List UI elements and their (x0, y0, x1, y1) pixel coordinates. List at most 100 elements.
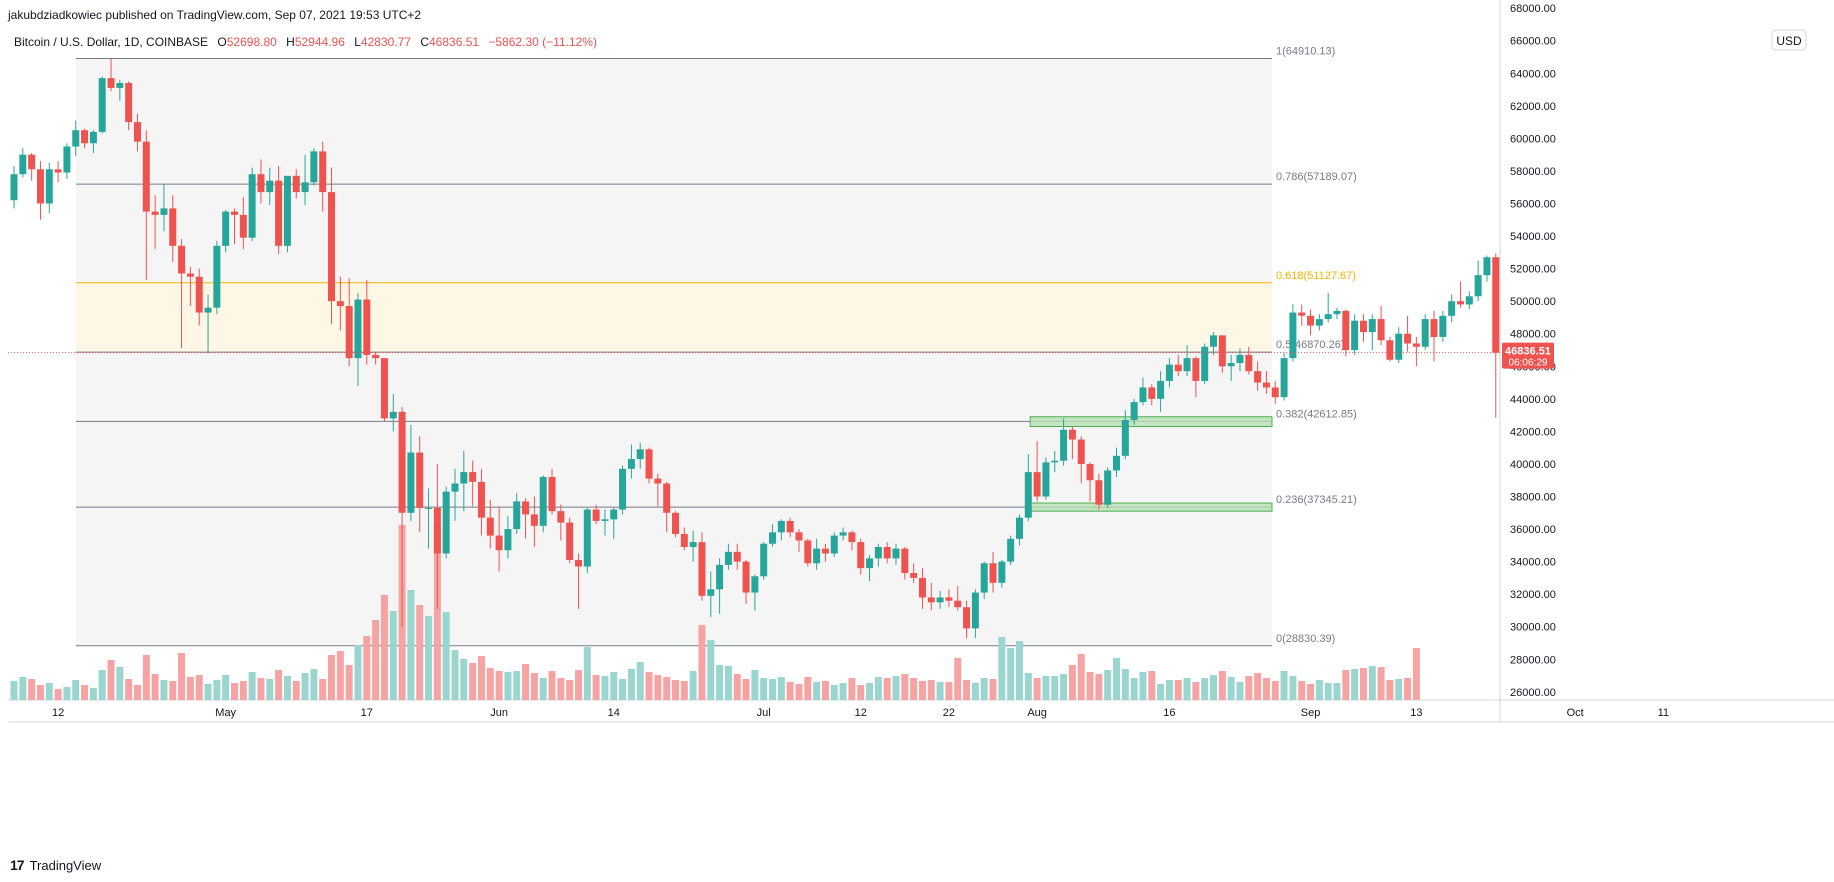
candle-body (257, 174, 265, 193)
price-tick-label: 52000.00 (1510, 264, 1556, 276)
fibonacci-retracement: 1(64910.13) 0.786(57189.07) 0.618(51127.67… (76, 45, 1357, 647)
volume-bar (1289, 676, 1297, 700)
volume-bar (813, 682, 821, 700)
candle-body (1448, 301, 1456, 316)
time-tick-label: Sep (1301, 707, 1321, 719)
candle-body (1218, 335, 1226, 367)
volume-bar (28, 679, 36, 700)
volume-bar (1104, 670, 1112, 700)
candles (8, 58, 1500, 639)
candle-body (477, 481, 485, 518)
volume-bar (416, 605, 424, 700)
volume-bar (1121, 669, 1129, 700)
volume-bar (1201, 678, 1209, 700)
volume-bar (310, 669, 318, 700)
volume-bar (283, 676, 291, 700)
candle-body (848, 532, 856, 543)
volume-bar (169, 681, 177, 700)
candle-body (1412, 343, 1420, 347)
candle-body (1404, 333, 1412, 344)
volume-bar (125, 679, 133, 700)
price-tick-label: 62000.00 (1510, 101, 1556, 113)
candle-body (1007, 538, 1015, 562)
candle-body (866, 558, 874, 569)
volume-bar (1236, 682, 1244, 700)
candle-body (433, 507, 441, 554)
candle-body (460, 472, 468, 484)
tradingview-logo[interactable]: 17 TradingView (10, 857, 101, 873)
volume-bar (142, 655, 150, 700)
volume-bar (830, 685, 838, 700)
volume-bar (1271, 681, 1279, 700)
volume-bar (328, 655, 336, 700)
candle-body (1165, 364, 1173, 381)
price-tick-label: 68000.00 (1510, 3, 1556, 15)
volume-bar (81, 685, 89, 700)
candle-body (407, 452, 415, 513)
currency-badge-box[interactable] (1771, 29, 1807, 51)
candle-body (724, 551, 732, 565)
price-tick-label: 36000.00 (1510, 524, 1556, 536)
volume-bar (883, 678, 891, 700)
volume-bar (980, 678, 988, 700)
candle-body (54, 169, 62, 173)
volume-bar (107, 660, 115, 700)
candle-body (1430, 319, 1438, 337)
volume-bar (795, 684, 803, 700)
volume-bar (636, 662, 644, 700)
candle-body (1051, 460, 1059, 463)
volume-bar (345, 665, 353, 700)
price-tick-label: 32000.00 (1510, 589, 1556, 601)
volume-bar (363, 636, 371, 700)
candle-body (733, 551, 741, 562)
volume-bar (769, 679, 777, 700)
volume-bar (1130, 678, 1138, 700)
volume-bar (433, 525, 441, 700)
time-tick-label: May (215, 707, 236, 719)
candle-body (1086, 463, 1094, 481)
volume-bar (1024, 673, 1032, 700)
volume-bar (301, 673, 309, 700)
volume-bar (724, 666, 732, 700)
volume-bar (751, 670, 759, 700)
volume-bar (133, 685, 141, 700)
candle-body (1386, 340, 1394, 360)
volume-bar (1377, 667, 1385, 700)
candle-body (1395, 333, 1403, 360)
candle-body (874, 546, 882, 559)
volume-bar (971, 683, 979, 700)
volume-bar (1157, 684, 1165, 700)
candle-body (680, 533, 688, 547)
candle-body (1060, 429, 1068, 461)
current-price-value: 46836.51 (1505, 346, 1551, 358)
candle-body (1315, 319, 1323, 326)
current-price-badge (1502, 342, 1554, 369)
volume-bar (319, 679, 327, 700)
volume-bar (1245, 676, 1253, 700)
volume-bar (1298, 681, 1306, 700)
candle-body (319, 151, 327, 193)
volume-bar (566, 680, 574, 700)
candle-body (786, 520, 794, 533)
candle-body (813, 548, 821, 564)
fib-level-label: 0.618(51127.67) (1276, 270, 1356, 282)
volume-bar (1342, 670, 1350, 700)
candle-body (1024, 472, 1032, 518)
candle-body (1324, 314, 1332, 320)
tradingview-logo-icon: 17 (10, 857, 25, 873)
fib-level-label: 1(64910.13) (1276, 45, 1335, 57)
candle-body (486, 517, 494, 536)
currency-badge[interactable]: USD (1776, 34, 1802, 48)
volume-bar (848, 678, 856, 700)
candle-body (918, 577, 926, 598)
candle-body (1192, 358, 1200, 381)
candle-body (945, 597, 953, 601)
volume-bar (1254, 673, 1262, 700)
open-value: 52698.80 (226, 35, 277, 49)
candle-body (980, 563, 988, 593)
price-tick-label: 26000.00 (1510, 687, 1556, 699)
candle-body (742, 561, 750, 593)
candle-body (716, 564, 724, 590)
volume-bar (248, 672, 256, 700)
